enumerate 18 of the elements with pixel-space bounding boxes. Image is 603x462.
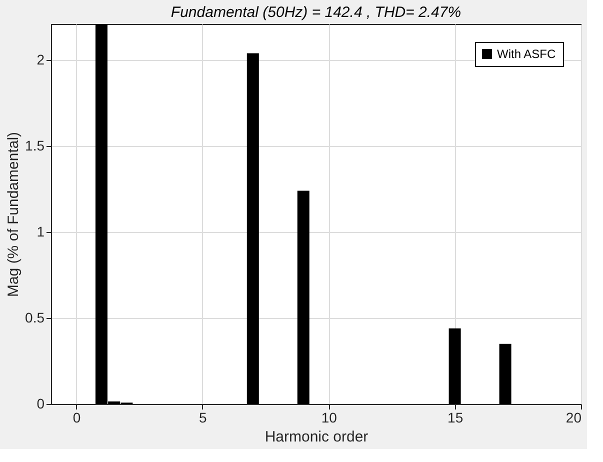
x-tick-label: 20	[566, 410, 582, 426]
chart-title: Fundamental (50Hz) = 142.4 , THD= 2.47%	[170, 4, 462, 21]
x-tick-label: 15	[448, 410, 464, 426]
x-tick-label: 10	[321, 410, 338, 426]
bar	[246, 53, 259, 404]
legend-label: With ASFC	[497, 47, 556, 61]
bar	[499, 344, 512, 404]
x-axis-title: Harmonic order	[264, 428, 368, 446]
y-tick-label: 0.5	[25, 310, 45, 326]
y-tick-label: 0	[36, 396, 45, 412]
y-tick-label: 1	[36, 224, 45, 240]
x-tick-label: 0	[72, 410, 81, 426]
y-tick-label: 2	[36, 52, 45, 68]
x-tick-label: 5	[199, 410, 208, 426]
y-tick-label: 1.5	[25, 138, 45, 154]
y-axis-title: Mag (% of Fundamental)	[5, 132, 22, 298]
bar	[297, 190, 310, 404]
bar	[448, 328, 461, 404]
